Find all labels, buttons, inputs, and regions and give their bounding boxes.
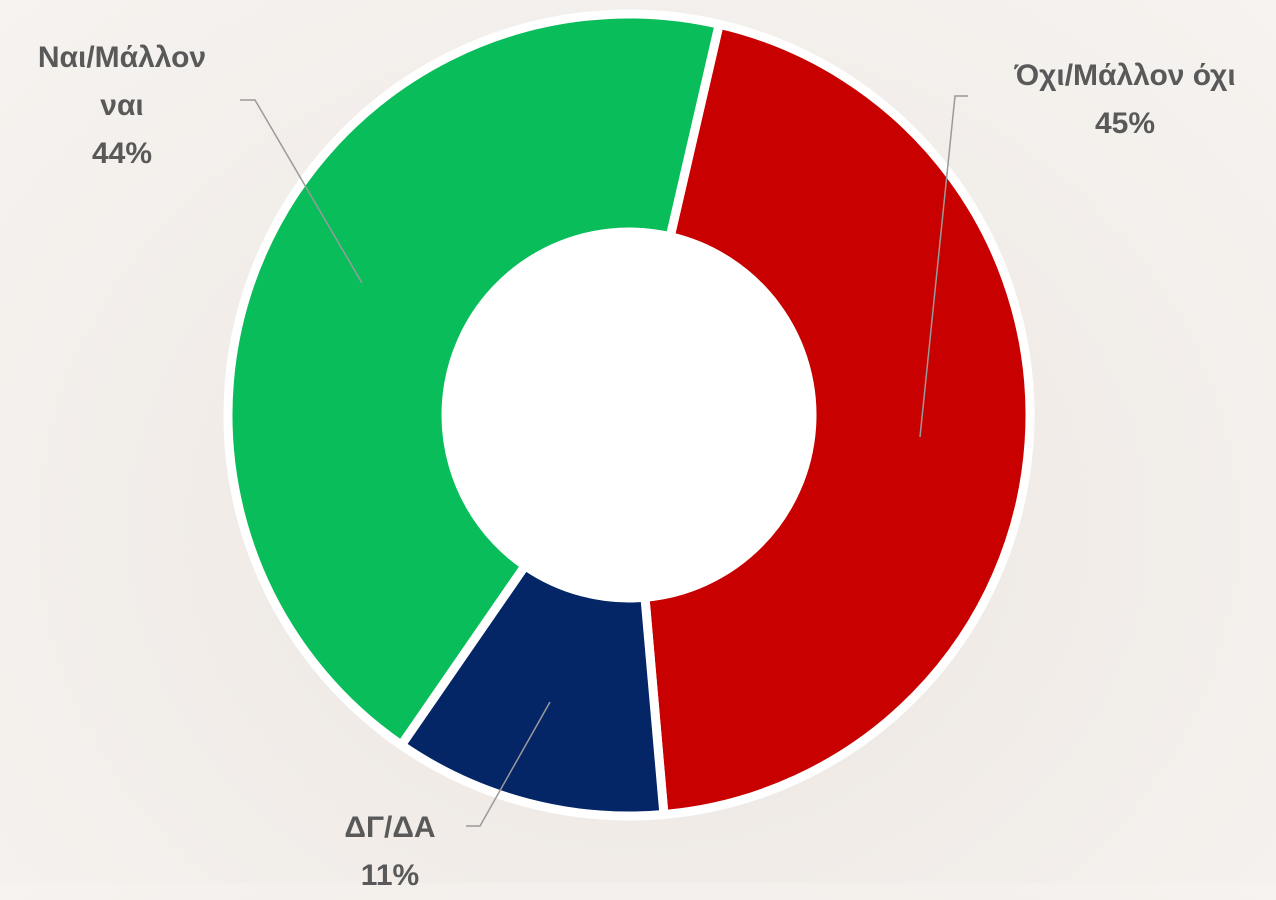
category-label: Όχι/Μάλλον όχι — [1014, 59, 1236, 92]
value-label: 45% — [1094, 107, 1156, 140]
leader-line — [240, 99, 363, 284]
value-label: 44% — [91, 137, 153, 170]
donut-hole — [446, 232, 812, 598]
slice-label: Όχι/Μάλλον όχι 45% — [980, 52, 1270, 148]
value-label: 11% — [360, 859, 420, 892]
slice-label: ΔΓ/ΔΑ 11% — [300, 804, 480, 900]
slice-label: Ναι/Μάλλον ναι 44% — [12, 34, 232, 178]
slice — [640, 18, 1035, 820]
slices — [223, 9, 1035, 821]
leader-line — [919, 95, 968, 438]
category-label: Ναι/Μάλλον ναι — [37, 41, 207, 122]
category-label: ΔΓ/ΔΑ — [344, 811, 436, 844]
leader-line — [466, 701, 551, 827]
